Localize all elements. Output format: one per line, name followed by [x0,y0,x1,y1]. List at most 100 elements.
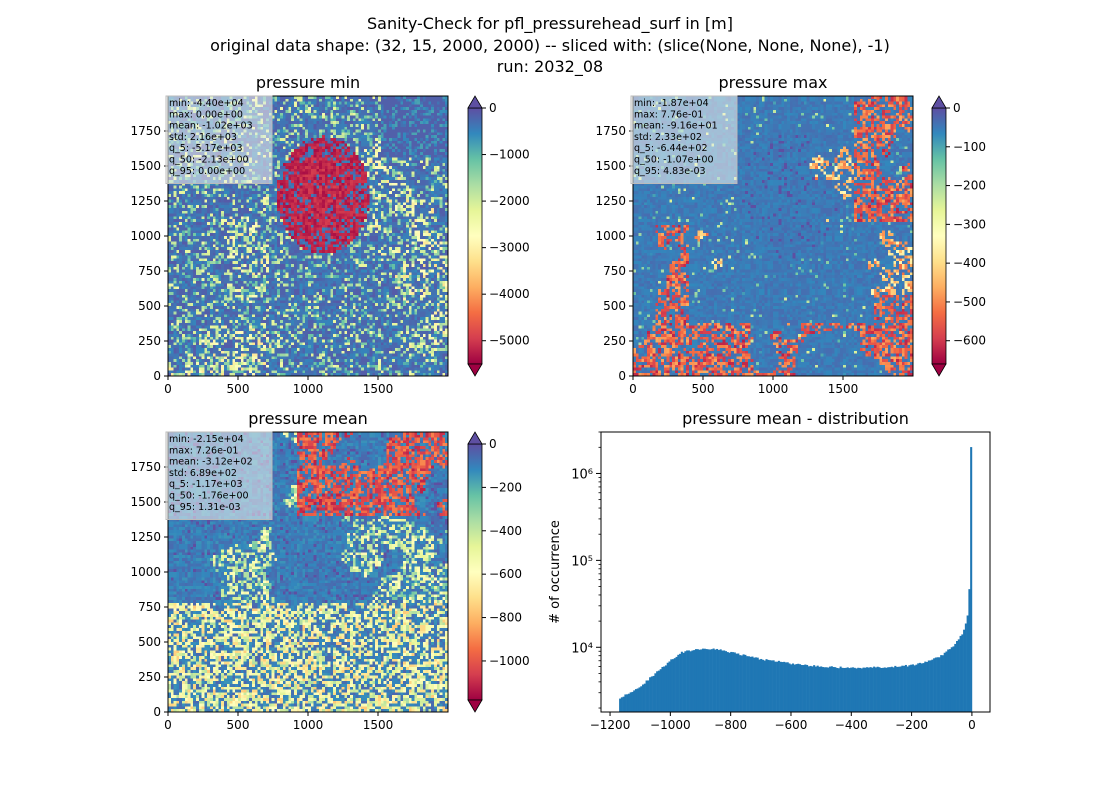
colorbar-tick-label: −2000 [489,194,530,208]
y-tick-label: 250 [138,334,161,348]
colorbar-extend-min [467,699,483,713]
histogram-bar [627,693,630,712]
histogram-bar [829,666,832,712]
histogram-bar [957,639,960,712]
histogram-bar [691,650,694,712]
histogram-bar [631,691,634,712]
stats-line: min: -4.40e+04 [169,98,244,109]
histogram-bar [952,646,955,712]
histogram-bar [890,666,893,712]
histogram-bar [753,657,756,712]
histogram-bar [809,665,812,712]
stats-line: std: 6.89e+02 [169,468,237,479]
histogram-bar [915,664,918,712]
histogram-bar [770,660,773,712]
histogram-bar [807,666,810,712]
x-tick-label: −800 [714,718,747,732]
histogram-bar [751,656,754,712]
histogram-bar [649,677,652,712]
stats-box-frame [165,95,273,184]
histogram-bar [774,661,777,712]
histogram-bars [619,447,973,712]
colorbar-tick-label: −400 [489,524,522,538]
histogram-bar [645,680,648,712]
histogram-bar [820,666,823,712]
stats-line: q_5: -5.17e+03 [169,143,243,154]
histogram-bar [885,667,888,712]
y-tick-label: 10⁴ [571,641,593,656]
histogram-bar [920,663,923,712]
colorbar-tick-label: −500 [953,295,986,309]
x-tick-label: −400 [835,718,868,732]
y-tick-label: 1250 [595,194,626,208]
x-tick-label: 0 [164,382,172,396]
x-tick-label: −600 [774,718,807,732]
axes-frame [600,431,991,713]
histogram-bar [716,648,719,712]
histogram-bar [806,664,809,712]
y-tick-label: 1000 [595,229,626,243]
figure-title-line-2: original data shape: (32, 15, 2000, 2000… [210,36,890,55]
histogram-bar [779,661,782,712]
histogram-bar [929,660,932,712]
histogram-bar [899,666,902,712]
histogram-bar [814,666,817,712]
histogram-bar [765,659,768,712]
colorbar-gradient [467,107,483,365]
histogram-bar [666,662,669,712]
histogram-bar [936,657,939,712]
histogram-bar [788,663,791,712]
histogram-bar [897,666,900,712]
histogram-bar [726,652,729,712]
y-tick-label: 1250 [130,194,161,208]
histogram-bar [633,690,636,712]
y-axis-label: # of occurrence [548,520,563,624]
histogram-bar [945,651,948,712]
histogram-bar [888,667,892,712]
histogram-bar [749,656,752,712]
colorbar-extend-max [467,95,483,109]
histogram-bar [767,659,770,712]
x-tick-label: 0 [164,718,172,732]
histogram-bar [730,651,733,712]
histogram-bar [911,664,914,712]
histogram-bar [947,649,950,712]
histogram-bar [784,662,787,712]
figure-title-line-3: run: 2032_08 [496,57,604,76]
y-tick-label: 500 [138,635,161,649]
histogram-bar [659,669,662,712]
histogram-bar [700,649,703,712]
histogram-bar [795,664,798,712]
histogram-bar [846,667,849,712]
histogram-bar [735,653,738,712]
histogram-bar [802,665,805,712]
x-tick-label: 500 [227,718,250,732]
y-tick-label: 1250 [130,530,161,544]
histogram-bar [717,650,720,712]
histogram-bar [686,650,689,712]
histogram-bar [721,650,724,712]
panel-title: pressure max [718,73,827,92]
histogram-bar [714,649,717,712]
histogram-bar [668,661,671,712]
histogram-bar [927,660,930,712]
colorbar-tick-label: −5000 [489,334,530,348]
histogram-bar [724,651,728,712]
histogram-bar [864,667,867,712]
histogram-bar [731,652,735,712]
histogram-bar [924,661,927,712]
colorbar-extend-max [931,95,947,109]
stats-line: max: 7.26e-01 [169,445,238,456]
histogram-bar [940,655,943,712]
colorbar-tick-label: 0 [489,437,497,451]
colorbar-tick-label: −1000 [489,148,530,162]
histogram-bar [908,665,911,712]
histogram-bar [703,648,706,712]
histogram-bar [670,659,673,712]
histogram-bar [859,667,862,712]
x-tick-label: 1000 [758,382,789,396]
histogram-bar [892,667,895,712]
histogram-panel: pressure mean - distribution −1200 −1000 −8… [548,409,991,732]
